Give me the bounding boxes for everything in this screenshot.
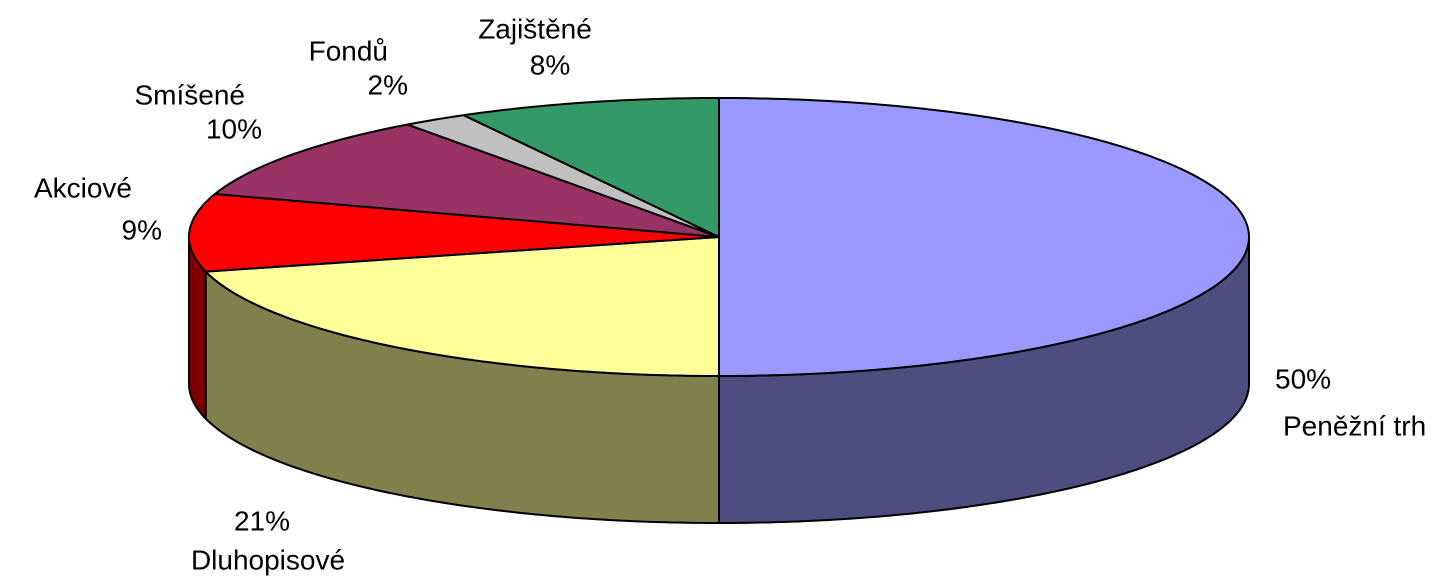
slice-label: Smíšené xyxy=(135,79,246,110)
slice-label: Peněžní trh xyxy=(1283,410,1426,441)
slice xyxy=(406,114,720,238)
slice-label: Dluhopisové xyxy=(191,544,345,575)
value-label: 2% xyxy=(368,69,408,100)
value-label: 9% xyxy=(122,214,162,245)
slice-label: Fondů xyxy=(309,35,388,66)
value-label: 10% xyxy=(206,113,262,144)
value-label: 8% xyxy=(530,49,570,80)
slice xyxy=(204,236,720,377)
value-label: 21% xyxy=(234,505,290,536)
slice xyxy=(462,97,720,238)
slice xyxy=(718,97,1250,377)
slice xyxy=(213,123,720,238)
value-label: 50% xyxy=(1275,363,1331,394)
slice-label: Akciové xyxy=(34,172,132,203)
slice-label: Zajištěné xyxy=(478,13,592,44)
slice xyxy=(188,193,720,273)
